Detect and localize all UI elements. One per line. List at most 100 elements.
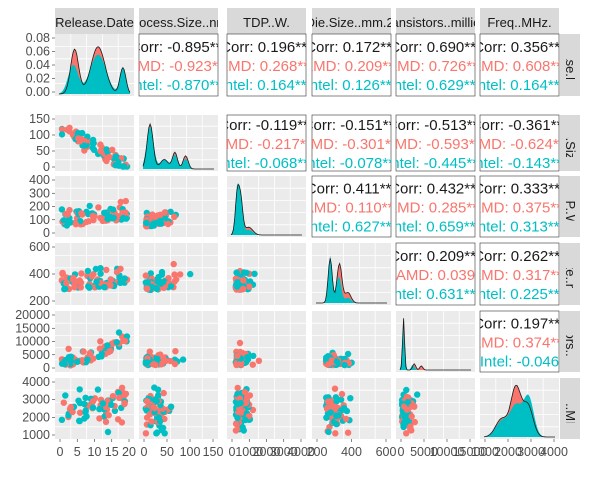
point-intel [234, 283, 241, 290]
point-amd [324, 404, 331, 412]
panel-0-4: Corr: 0.690*** AMD: 0.726*** Intel: 0.629*… [387, 33, 484, 97]
correlation-corr-label: Corr: -0.151*** [303, 117, 401, 134]
correlation-amd-label: AMD: 0.608*** [471, 58, 568, 75]
point-intel [143, 219, 150, 227]
point-intel [403, 386, 410, 394]
correlation-amd-label: AMD: 0.209*** [303, 58, 400, 75]
row-strip-release-date: Release.Date [560, 34, 580, 96]
point-intel [86, 284, 93, 291]
correlation-corr-label: Corr: 0.333*** [473, 181, 566, 198]
point-intel [62, 392, 69, 399]
point-intel [96, 405, 103, 413]
point-intel [333, 420, 340, 428]
panel-0-5: Corr: 0.356*** AMD: 0.608*** Intel: 0.164*… [471, 33, 568, 97]
point-intel [187, 270, 194, 278]
correlation-amd-label: AMD: 0.110*** [304, 200, 400, 217]
panel-4-3 [312, 311, 391, 372]
correlation-corr-label: Corr: 0.411*** [306, 181, 398, 198]
panel-5-5 [480, 378, 559, 439]
point-intel [404, 398, 411, 406]
point-amd [69, 408, 76, 416]
density-intel [59, 54, 130, 94]
point-amd [118, 419, 126, 426]
point-intel [104, 215, 111, 223]
point-intel [155, 274, 162, 281]
x-tick-label: 4000 [287, 445, 315, 459]
point-intel [333, 412, 340, 420]
point-amd [59, 270, 66, 278]
point-amd [90, 355, 97, 362]
point-amd [121, 399, 128, 407]
point-intel [98, 350, 106, 358]
point-intel [58, 131, 66, 138]
panel-4-0 [55, 311, 134, 372]
panel-1-0 [55, 115, 134, 171]
point-intel [154, 355, 161, 363]
point-intel [97, 265, 104, 272]
point-intel [60, 217, 67, 224]
point-amd [103, 266, 110, 274]
panel-3-0 [55, 243, 134, 305]
point-intel [251, 270, 258, 277]
point-amd [332, 430, 339, 437]
point-amd [327, 398, 334, 405]
correlation-intel-label: Intel: 0.313*** [474, 219, 566, 236]
point-intel [101, 284, 108, 291]
correlation-corr-label: Corr: 0.262*** [473, 248, 566, 265]
x-tick-label: 1000 [471, 445, 499, 459]
point-amd [65, 345, 72, 352]
y-tick-label: 50 [36, 144, 50, 158]
point-amd [107, 276, 115, 283]
point-intel [150, 221, 157, 228]
point-intel [103, 146, 110, 153]
point-intel [234, 414, 241, 422]
point-amd [148, 418, 155, 425]
correlation-amd-label: AMD: 0.726*** [387, 58, 484, 75]
point-intel [82, 394, 89, 401]
point-amd [120, 392, 128, 400]
y-tick-label: 4000 [22, 375, 50, 389]
y-tick-label: 100 [29, 213, 50, 227]
point-amd [143, 398, 151, 405]
point-amd [171, 213, 178, 220]
y-tick-label: 0.00 [26, 85, 50, 99]
point-amd [81, 147, 88, 154]
x-tick-label: 400 [341, 445, 362, 459]
x-tick-label: 200 [307, 445, 328, 459]
point-amd [246, 283, 253, 290]
point-intel [109, 206, 117, 213]
point-amd [241, 389, 249, 396]
point-amd [62, 210, 69, 218]
point-intel [144, 359, 151, 366]
y-tick-label: 2000 [22, 410, 50, 424]
row-strip-label: Process.Size..nm. [563, 91, 578, 196]
point-amd [403, 406, 411, 413]
point-amd [177, 271, 184, 278]
point-intel [115, 389, 122, 397]
column-strip-process-size-nm: Process.Size..nm. [139, 8, 218, 36]
point-amd [142, 430, 150, 437]
correlation-corr-label: Corr: 0.690*** [389, 39, 482, 56]
row-strip-process-size-nm: Process.Size..nm. [560, 91, 580, 196]
correlation-amd-label: AMD: 0.039 [396, 267, 475, 284]
point-intel [84, 356, 91, 363]
correlation-intel-label: Intel: 0.164*** [221, 77, 313, 94]
density-outline [58, 46, 131, 95]
column-strip-label: Die.Size..mm.2. [306, 15, 398, 30]
y-tick-label: 10000 [15, 335, 50, 349]
panel-2-5: Corr: 0.333*** AMD: 0.375*** Intel: 0.313*… [473, 175, 566, 238]
density-intel [231, 183, 302, 235]
point-amd [328, 357, 335, 364]
point-intel [347, 395, 354, 402]
point-amd [97, 141, 104, 148]
point-intel [108, 401, 115, 408]
correlation-corr-label: Corr: -0.119*** [218, 117, 315, 134]
point-amd [236, 339, 244, 347]
point-intel [240, 269, 248, 276]
point-intel [89, 136, 97, 144]
point-intel [84, 267, 92, 275]
point-intel [104, 342, 111, 349]
point-amd [76, 409, 84, 416]
x-tick-label: 5 [74, 445, 81, 459]
point-amd [80, 348, 87, 355]
